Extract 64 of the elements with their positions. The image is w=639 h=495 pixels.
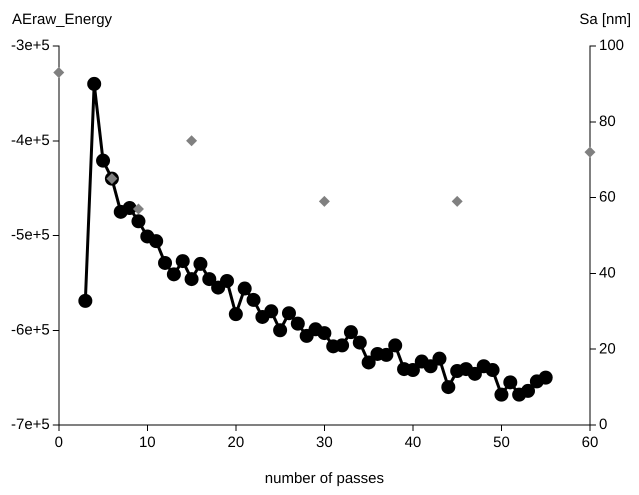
point <box>406 363 420 378</box>
y2-tick-label: 100 <box>598 37 624 54</box>
point <box>166 267 181 282</box>
y2-tick-label: 60 <box>598 188 616 206</box>
y2-tick-label: 80 <box>598 112 616 130</box>
point <box>335 338 350 352</box>
point <box>317 326 332 340</box>
point <box>158 256 172 270</box>
x-tick-label: 20 <box>228 434 244 452</box>
point <box>344 325 358 340</box>
x-tick-label: 0 <box>54 434 63 452</box>
point <box>362 355 376 370</box>
point <box>131 214 146 228</box>
point <box>388 338 402 352</box>
x-axis-title: number of passes <box>264 470 384 487</box>
point <box>290 316 305 331</box>
point <box>53 67 64 78</box>
point <box>246 292 261 307</box>
point <box>273 323 288 338</box>
point <box>228 307 243 322</box>
point <box>318 196 330 207</box>
y2-tick-label: 20 <box>598 340 616 358</box>
point <box>78 294 92 308</box>
x-tick-label: 60 <box>582 434 598 452</box>
point <box>486 363 500 378</box>
point <box>452 196 463 207</box>
point <box>96 154 110 168</box>
point <box>424 359 438 374</box>
y-tick-label: -3e+5 <box>10 37 50 54</box>
point <box>184 272 199 286</box>
point <box>503 375 518 390</box>
point <box>87 76 102 91</box>
point <box>220 274 234 288</box>
point <box>202 272 216 286</box>
point <box>468 366 482 381</box>
y-axis-title: AEraw_Energy <box>12 11 113 28</box>
point <box>352 336 367 350</box>
y2-tick-label: 0 <box>598 416 608 434</box>
point <box>379 348 394 362</box>
point <box>193 256 208 271</box>
x-tick-label: 50 <box>493 434 510 452</box>
point <box>432 352 446 366</box>
y-tick-label: -6e+5 <box>10 321 50 338</box>
point <box>441 380 456 394</box>
point <box>238 282 252 296</box>
point <box>584 146 596 158</box>
point <box>132 203 144 214</box>
point <box>122 201 137 216</box>
point <box>282 306 296 320</box>
point <box>149 234 164 248</box>
point <box>538 370 553 385</box>
point <box>176 254 190 268</box>
y2-axis-title: Sa [nm] <box>579 11 631 28</box>
x-tick-label: 30 <box>316 434 333 452</box>
y2-tick-label: 40 <box>598 264 616 282</box>
y-tick-label: -7e+5 <box>10 416 50 434</box>
point <box>264 304 278 318</box>
y-tick-label: -4e+5 <box>10 132 50 149</box>
point <box>494 388 508 402</box>
y-tick-label: -5e+5 <box>10 226 50 244</box>
x-tick-label: 40 <box>404 434 422 452</box>
point <box>521 384 535 398</box>
point <box>186 135 198 146</box>
x-tick-label: 10 <box>138 434 156 452</box>
